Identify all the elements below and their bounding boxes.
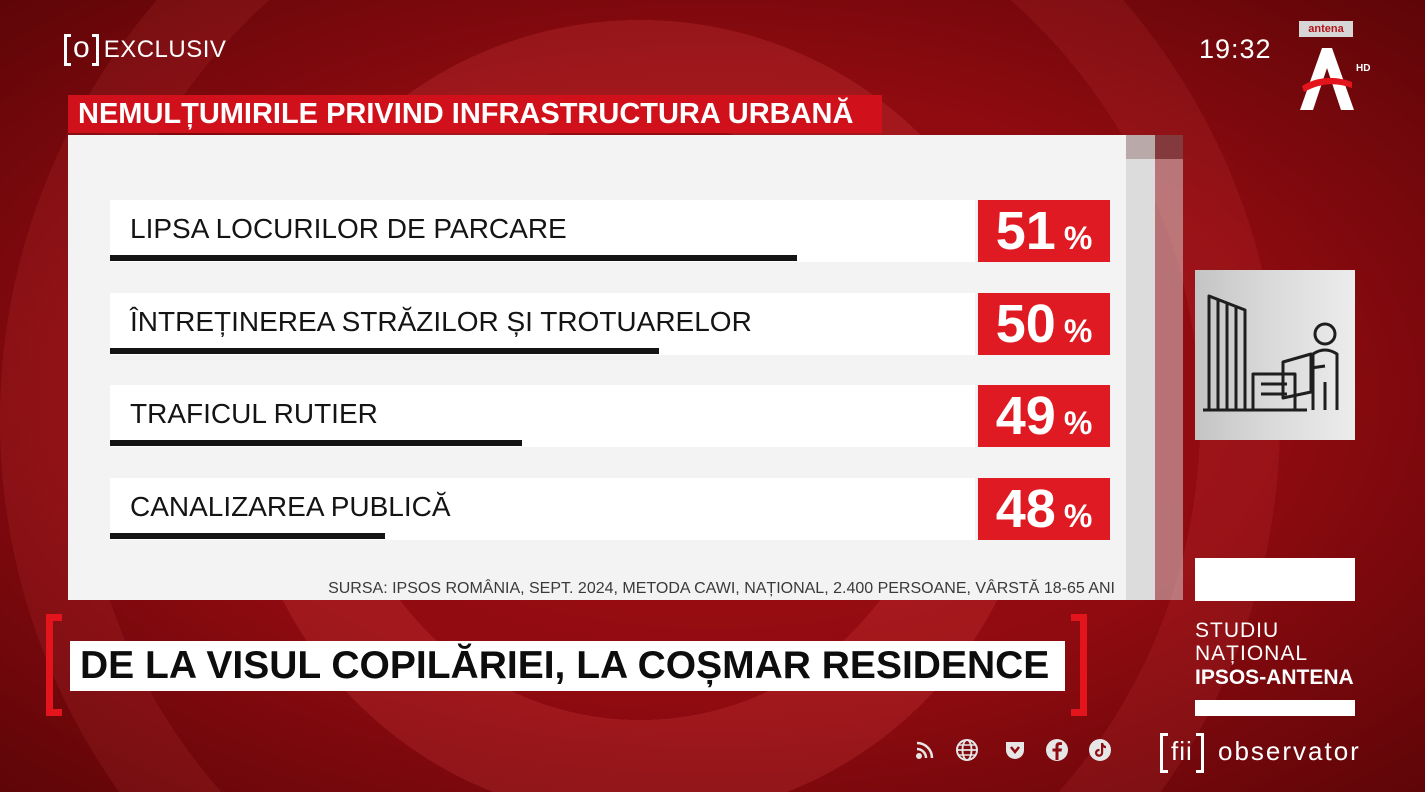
bar-track: LIPSA LOCURILOR DE PARCARE (110, 200, 975, 262)
globe-icon (956, 739, 978, 761)
exclusiv-logo: o EXCLUSIV (64, 31, 226, 69)
panel-side-band (1155, 135, 1183, 600)
headline: DE LA VISUL COPILĂRIEI, LA COȘMAR RESIDE… (70, 641, 1065, 691)
bar-track: TRAFICUL RUTIER (110, 385, 975, 447)
bar-row: TRAFICUL RUTIER 49 % (110, 385, 1110, 447)
study-badge: STUDIU NAȚIONAL IPSOS-ANTENA (1195, 619, 1354, 690)
bar (110, 255, 797, 261)
value-label: 48 (995, 479, 1056, 539)
fii-logo-text: fii (1171, 735, 1193, 766)
bar-row: CANALIZAREA PUBLICĂ 48 % (110, 478, 1110, 540)
study-icon-box (1195, 270, 1355, 440)
value-box: 49 % (978, 385, 1110, 447)
fii-logo: fii (1160, 732, 1204, 774)
bar-label: LIPSA LOCURILOR DE PARCARE (130, 213, 567, 244)
value-label: 49 (995, 386, 1056, 446)
panel-edge (1126, 135, 1155, 600)
study-line-1: STUDIU (1195, 619, 1280, 642)
clock: 19:32 (1199, 34, 1272, 64)
bar (110, 348, 660, 354)
value-unit: % (1063, 498, 1093, 534)
podcast-icon (916, 741, 934, 759)
tiktok-icon (1089, 739, 1111, 761)
antena-logo-icon (1300, 48, 1354, 110)
headline-bracket-right (1071, 614, 1087, 716)
channel-hd-badge: HD (1356, 63, 1371, 74)
value-label: 50 (995, 294, 1056, 354)
bar-track: CANALIZAREA PUBLICĂ (110, 478, 975, 540)
fii-bracket-right (1195, 733, 1204, 773)
urban-planning-icon (1203, 294, 1339, 412)
chart-panel: LIPSA LOCURILOR DE PARCARE 51 % ÎNTREȚIN… (68, 135, 1155, 600)
brand-name: observator (1218, 736, 1361, 766)
logo-bracket-left (64, 34, 71, 66)
value-unit: % (1063, 313, 1093, 349)
panel-corner (1126, 135, 1155, 159)
logo-bracket-right (91, 34, 99, 66)
bar-row: ÎNTREȚINEREA STRĂZILOR ȘI TROTUARELOR 50… (110, 293, 1110, 355)
bar (110, 533, 385, 539)
study-white-panel (1195, 558, 1355, 601)
bar-label: TRAFICUL RUTIER (130, 398, 378, 429)
study-line-2: NAȚIONAL (1195, 642, 1309, 665)
bar-label: ÎNTREȚINEREA STRĂZILOR ȘI TROTUARELOR (130, 306, 752, 337)
value-unit: % (1063, 405, 1093, 441)
fii-bracket-left (1160, 733, 1168, 773)
value-box: 51 % (978, 200, 1110, 262)
study-line-3: IPSOS-ANTENA (1195, 666, 1354, 689)
value-label: 51 (995, 201, 1056, 261)
exclusiv-label: EXCLUSIV (103, 36, 227, 63)
value-unit: % (1063, 220, 1093, 256)
bar-row: LIPSA LOCURILOR DE PARCARE 51 % (110, 200, 1110, 262)
bar-track: ÎNTREȚINEREA STRĂZILOR ȘI TROTUARELOR (110, 293, 975, 355)
value-box: 48 % (978, 478, 1110, 540)
value-box: 50 % (978, 293, 1110, 355)
bar-label: CANALIZAREA PUBLICĂ (130, 491, 451, 522)
facebook-icon (1046, 739, 1068, 761)
chart-source: SURSA: IPSOS ROMÂNIA, SEPT. 2024, METODA… (328, 580, 1115, 597)
exclusiv-logo-letter: o (73, 31, 90, 64)
channel-tag: antena (1299, 21, 1353, 37)
download-icon (1006, 742, 1024, 759)
chart-title: NEMULȚUMIRILE PRIVIND INFRASTRUCTURA URB… (68, 95, 882, 133)
bar (110, 440, 522, 446)
panel-side-band-top (1155, 135, 1183, 159)
headline-bracket-left (46, 614, 62, 716)
study-white-bar (1195, 700, 1355, 716)
